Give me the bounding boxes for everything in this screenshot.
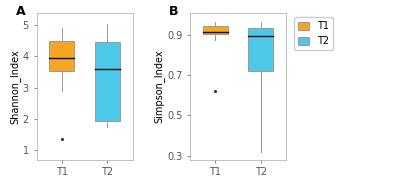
Text: B: B: [169, 5, 178, 18]
Y-axis label: Shannon_Index: Shannon_Index: [9, 49, 20, 124]
Bar: [248, 28, 274, 71]
Legend: T1, T2: T1, T2: [294, 17, 333, 50]
Bar: [95, 42, 120, 121]
Bar: [49, 41, 74, 70]
Y-axis label: Simpson_Index: Simpson_Index: [153, 49, 164, 123]
Bar: [203, 26, 228, 34]
Text: A: A: [16, 5, 25, 18]
